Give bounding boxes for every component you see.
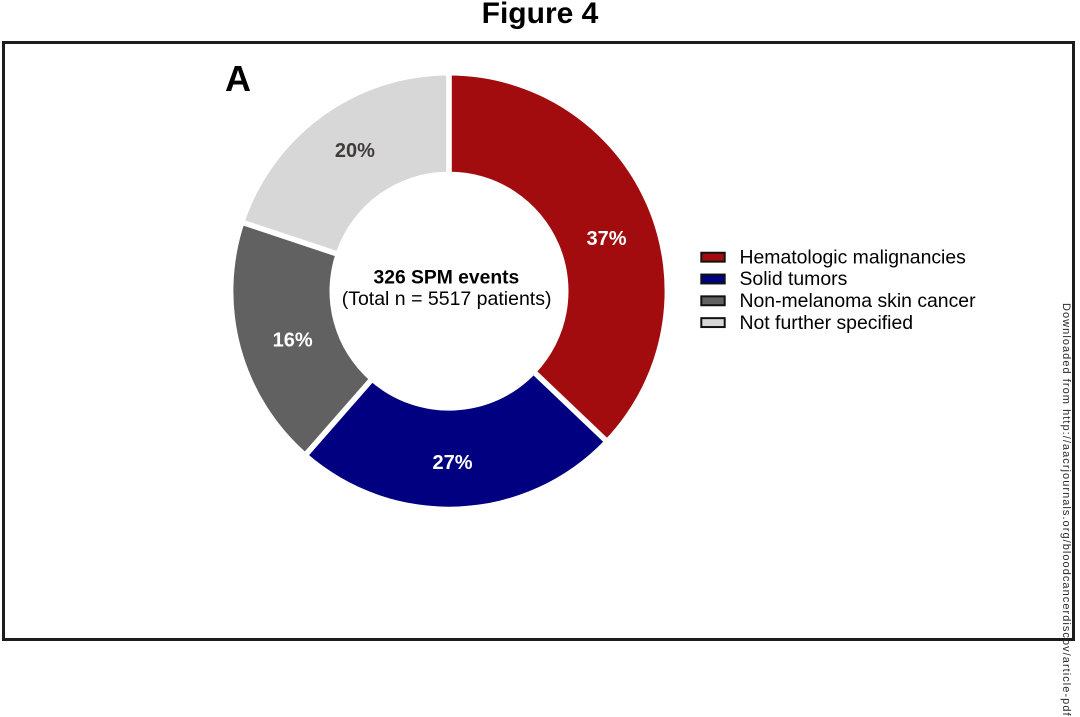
svg-text:16%: 16% (273, 330, 313, 352)
svg-text:Solid tumors: Solid tumors (740, 268, 848, 290)
svg-text:37%: 37% (586, 228, 626, 250)
svg-text:326 SPM events: 326 SPM events (374, 267, 520, 288)
svg-text:20%: 20% (335, 140, 375, 162)
svg-text:Non-melanoma skin cancer: Non-melanoma skin cancer (740, 290, 977, 312)
svg-text:27%: 27% (432, 452, 472, 474)
svg-text:A: A (225, 58, 251, 99)
svg-text:(Total n = 5517 patients): (Total n = 5517 patients) (342, 288, 552, 310)
svg-text:Not further specified: Not further specified (740, 312, 914, 334)
svg-text:Hematologic malignancies: Hematologic malignancies (740, 246, 966, 268)
